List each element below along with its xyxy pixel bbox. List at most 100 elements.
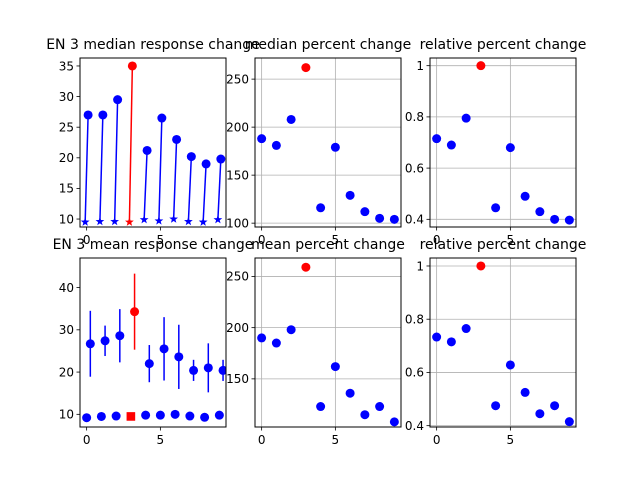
data-point xyxy=(172,134,182,144)
y-tick-label: 150 xyxy=(226,372,249,386)
y-tick-label: 0.8 xyxy=(405,313,424,327)
chart-panel-median-response: 0 5 10 15 20 25 30 35 xyxy=(59,57,227,247)
axes-frame xyxy=(254,57,402,228)
data-point xyxy=(286,114,296,124)
y-tick-label: 15 xyxy=(59,182,74,196)
data-point xyxy=(127,61,137,71)
axes-frame xyxy=(429,257,577,428)
data-point xyxy=(446,140,456,150)
data-point xyxy=(316,402,326,412)
star-marker xyxy=(125,217,134,226)
data-point xyxy=(505,143,515,153)
x-tick-label: 5 xyxy=(507,433,515,447)
star-marker xyxy=(139,215,149,224)
data-point xyxy=(461,113,471,123)
chart-panel-median-percent: 0 5 100 150 200 250 xyxy=(226,57,402,247)
data-point xyxy=(201,159,211,169)
data-point xyxy=(330,362,340,372)
y-tick-label: 20 xyxy=(59,151,74,165)
plot-marks xyxy=(257,63,399,224)
data-point xyxy=(375,213,385,223)
y-tick-label: 0.6 xyxy=(405,366,424,380)
star-marker xyxy=(213,215,223,224)
axes-frame xyxy=(79,57,227,228)
data-point xyxy=(446,337,456,347)
data-point xyxy=(316,203,326,213)
data-point xyxy=(203,363,213,373)
y-tick-label: 1 xyxy=(416,259,424,273)
data-point xyxy=(476,261,486,271)
y-tick-label: 150 xyxy=(226,168,249,182)
y-tick-label: 10 xyxy=(59,408,74,422)
star-marker xyxy=(184,216,193,226)
chart-title: relative percent change xyxy=(420,37,587,53)
data-point xyxy=(505,360,515,370)
data-point xyxy=(286,325,296,335)
chart-title: EN 3 median response change xyxy=(46,37,260,53)
data-point-square xyxy=(126,412,136,421)
y-tick-label: 20 xyxy=(59,365,74,379)
y-tick-label: 0.4 xyxy=(405,419,424,433)
x-tick-label: 0 xyxy=(433,433,441,447)
plot-area xyxy=(80,58,226,227)
data-point xyxy=(216,154,226,164)
data-point xyxy=(100,336,110,346)
data-point xyxy=(141,410,151,420)
data-point xyxy=(115,331,125,341)
data-point xyxy=(301,262,311,272)
data-point xyxy=(520,387,530,397)
series-line xyxy=(128,65,134,223)
x-tick-label: 0 xyxy=(258,433,266,447)
data-point xyxy=(520,191,530,201)
data-point xyxy=(218,365,226,375)
data-point xyxy=(345,388,355,398)
chart-panel-mean-percent: 0 5 150 200 250 xyxy=(226,257,402,447)
data-point xyxy=(375,402,385,412)
x-tick-label: 5 xyxy=(332,233,340,247)
star-marker xyxy=(95,216,105,226)
data-point xyxy=(157,113,167,123)
axes-frame xyxy=(79,257,227,428)
y-tick-label: 0.8 xyxy=(405,110,424,124)
series-line xyxy=(187,156,193,222)
star-marker xyxy=(80,217,90,226)
y-tick-label: 25 xyxy=(59,120,74,134)
chart-panel-mean-relative: 0 5 0.4 0.6 0.8 1 xyxy=(405,257,577,447)
data-point xyxy=(113,95,123,105)
data-point xyxy=(389,417,399,427)
series-line xyxy=(172,139,178,220)
y-tick-label: 30 xyxy=(59,90,74,104)
y-tick-label: 30 xyxy=(59,323,74,337)
data-point xyxy=(550,214,560,224)
plot-marks xyxy=(80,61,226,226)
data-point xyxy=(432,332,442,342)
chart-title: relative percent change xyxy=(420,237,587,253)
series-line xyxy=(143,150,148,220)
data-point xyxy=(491,401,501,411)
y-tick-label: 250 xyxy=(226,270,249,284)
axes-frame xyxy=(429,57,577,228)
plot-marks xyxy=(82,273,226,423)
data-point xyxy=(535,207,545,217)
y-tick-label: 200 xyxy=(226,321,249,335)
y-tick-label: 1 xyxy=(416,59,424,73)
x-tick-label: 5 xyxy=(157,233,165,247)
data-point xyxy=(144,359,154,369)
data-point xyxy=(170,409,180,419)
series-line xyxy=(217,158,222,220)
data-point xyxy=(111,411,121,421)
data-point xyxy=(83,110,93,120)
data-point xyxy=(189,365,199,375)
data-point xyxy=(96,411,106,421)
y-tick-label: 0.4 xyxy=(405,213,424,227)
data-point xyxy=(257,134,267,144)
star-marker xyxy=(110,216,120,226)
data-point xyxy=(389,214,399,224)
chart-title: mean percent change xyxy=(251,237,405,253)
x-tick-label: 5 xyxy=(332,433,340,447)
data-point xyxy=(257,333,267,343)
data-point xyxy=(200,412,210,422)
series-line xyxy=(84,114,89,223)
data-point xyxy=(345,190,355,200)
data-point xyxy=(185,411,195,421)
